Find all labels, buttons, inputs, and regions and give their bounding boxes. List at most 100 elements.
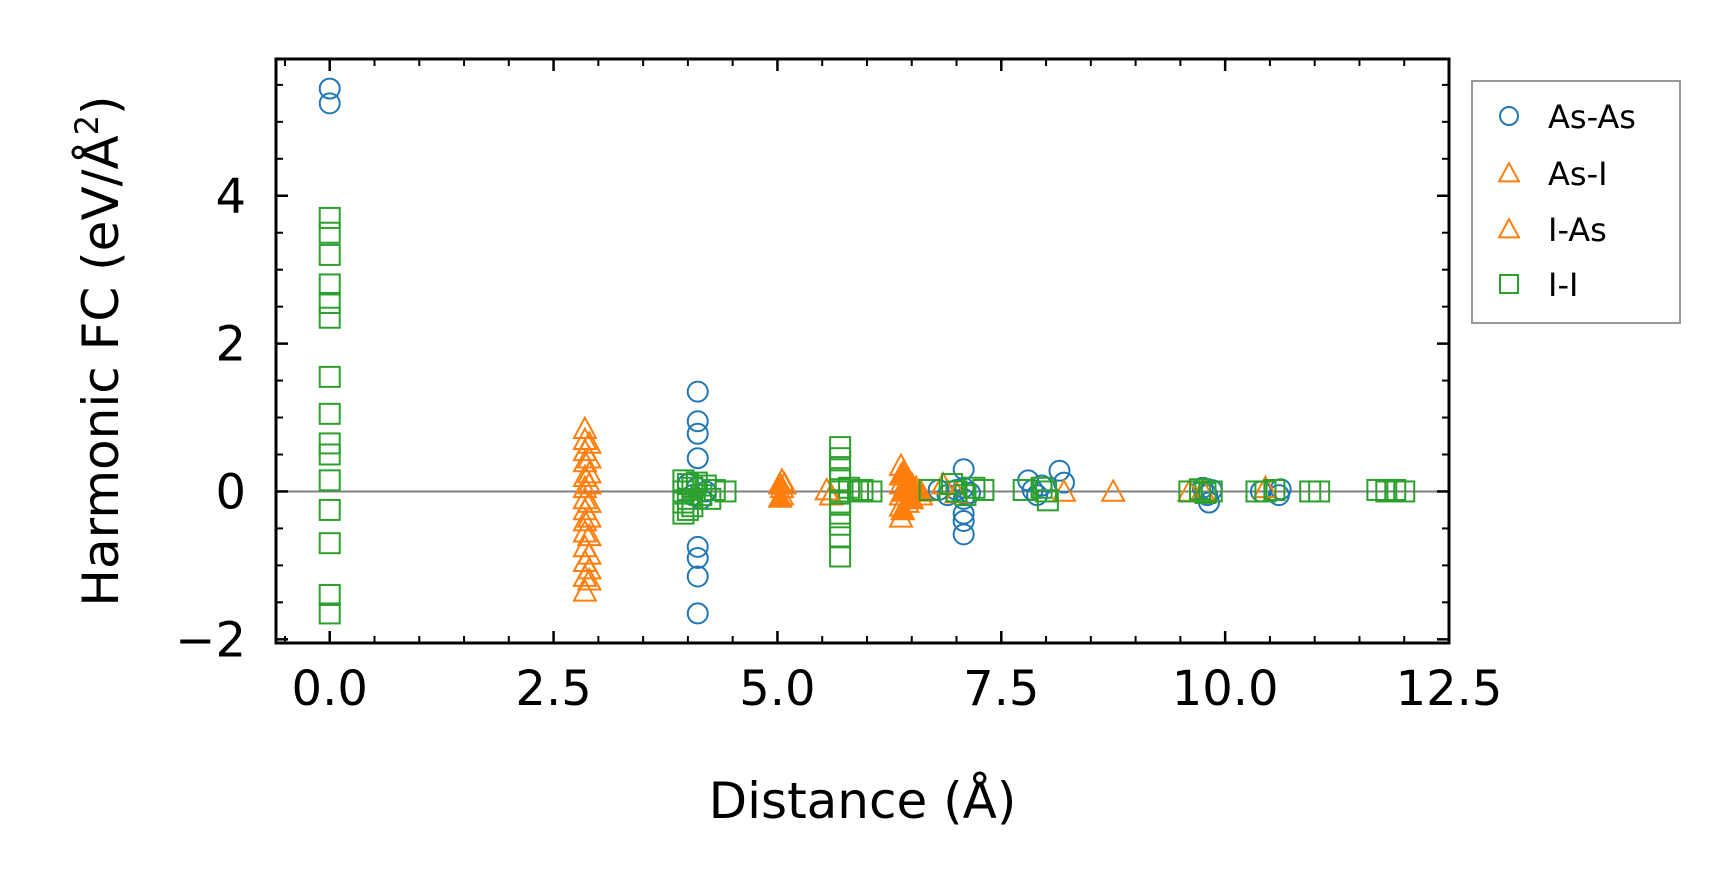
marker-triangle xyxy=(576,430,603,454)
marker-square xyxy=(318,291,341,314)
marker-circle xyxy=(686,380,709,403)
marker-square xyxy=(829,545,852,568)
marker-square xyxy=(1036,489,1059,512)
marker-circle xyxy=(1048,459,1071,482)
marker-square xyxy=(1375,480,1398,503)
marker-square xyxy=(829,513,852,536)
marker-square xyxy=(945,480,968,503)
marker-square xyxy=(1030,476,1053,499)
marker-square xyxy=(681,495,704,518)
marker-triangle xyxy=(930,470,956,495)
marker-circle xyxy=(958,481,981,504)
x-tick-label: 12.5 xyxy=(1396,661,1503,717)
legend-item: I-As xyxy=(1497,211,1607,249)
x-tick-label: 7.5 xyxy=(963,661,1039,717)
marker-square xyxy=(1263,478,1286,501)
marker-square xyxy=(672,502,695,525)
marker-triangle xyxy=(814,476,840,501)
marker-square xyxy=(829,480,852,503)
marker-circle xyxy=(318,92,341,115)
marker-triangle xyxy=(1497,160,1521,183)
marker-square xyxy=(318,365,341,388)
marker-square xyxy=(318,583,341,606)
marker-square xyxy=(672,469,695,492)
marker-circle xyxy=(1052,471,1075,494)
marker-square xyxy=(860,480,883,503)
legend: As-As As-I I-As I-I xyxy=(1471,80,1681,324)
legend-item: As-I xyxy=(1497,155,1608,193)
marker-square xyxy=(318,498,341,521)
marker-square xyxy=(1308,480,1331,503)
y-tick-label: 4 xyxy=(215,169,246,225)
series-i-i xyxy=(318,206,1416,625)
marker-square xyxy=(318,602,341,625)
marker-circle xyxy=(952,510,975,533)
data-markers xyxy=(318,77,1416,625)
marker-square xyxy=(1393,480,1416,503)
marker-square xyxy=(685,471,708,494)
marker-square xyxy=(972,478,995,501)
marker-circle xyxy=(952,523,975,546)
marker-square xyxy=(318,306,341,329)
marker-triangle xyxy=(576,541,603,565)
marker-triangle xyxy=(576,445,603,469)
marker-square xyxy=(941,473,964,496)
marker-triangle xyxy=(576,555,603,580)
marker-square xyxy=(1189,478,1212,501)
marker-square xyxy=(318,443,341,466)
marker-square xyxy=(714,480,737,503)
legend-label: I-As xyxy=(1548,211,1607,249)
marker-triangle xyxy=(572,507,598,532)
legend-label: I-I xyxy=(1548,266,1578,304)
marker-square xyxy=(829,458,852,481)
y-axis-title: Harmonic FC (eV/Å2) xyxy=(68,95,130,606)
marker-circle xyxy=(952,458,975,481)
marker-circle xyxy=(686,565,709,588)
marker-circle xyxy=(1499,106,1519,126)
x-tick-label: 0.0 xyxy=(292,661,368,717)
marker-square xyxy=(954,484,977,507)
marker-square xyxy=(1384,478,1407,501)
series-as-as xyxy=(318,77,1292,625)
marker-square xyxy=(681,476,704,499)
marker-square xyxy=(318,402,341,425)
marker-square xyxy=(318,469,341,492)
legend-label: As-I xyxy=(1548,155,1608,193)
y-tick-label: −2 xyxy=(175,612,246,668)
marker-square xyxy=(672,491,695,514)
marker-square xyxy=(838,476,861,499)
marker-square xyxy=(318,221,341,244)
marker-square xyxy=(318,273,341,296)
plot-frame xyxy=(274,57,1451,645)
marker-triangle xyxy=(1100,478,1126,502)
marker-square xyxy=(829,436,852,459)
legend-item: As-As xyxy=(1499,98,1636,136)
marker-square xyxy=(918,478,941,501)
marker-circle xyxy=(686,422,709,445)
marker-circle xyxy=(318,77,341,100)
marker-square xyxy=(829,447,852,470)
x-tick-label: 2.5 xyxy=(515,661,591,717)
marker-square xyxy=(676,487,699,510)
marker-square xyxy=(318,432,341,455)
tick-labels: 0.0 2.5 5.0 7.5 10.0 12.5 −2 0 2 4 xyxy=(175,169,1502,717)
marker-triangle xyxy=(1497,216,1521,239)
legend-item: I-I xyxy=(1499,266,1578,304)
marker-square xyxy=(1200,480,1223,503)
marker-square xyxy=(672,480,695,503)
y-tick-label: 0 xyxy=(215,464,246,520)
marker-square xyxy=(1194,481,1217,504)
marker-circle xyxy=(686,602,709,625)
marker-square xyxy=(1254,480,1277,503)
marker-square xyxy=(963,476,986,499)
series-i-as xyxy=(767,459,934,521)
marker-triangle xyxy=(572,519,598,543)
marker-square xyxy=(829,491,852,514)
x-tick-label: 5.0 xyxy=(739,661,815,717)
marker-square xyxy=(847,480,870,503)
marker-square xyxy=(676,498,699,521)
legend-label: As-As xyxy=(1548,98,1636,136)
x-tick-label: 10.0 xyxy=(1172,661,1279,717)
marker-circle xyxy=(686,447,709,470)
